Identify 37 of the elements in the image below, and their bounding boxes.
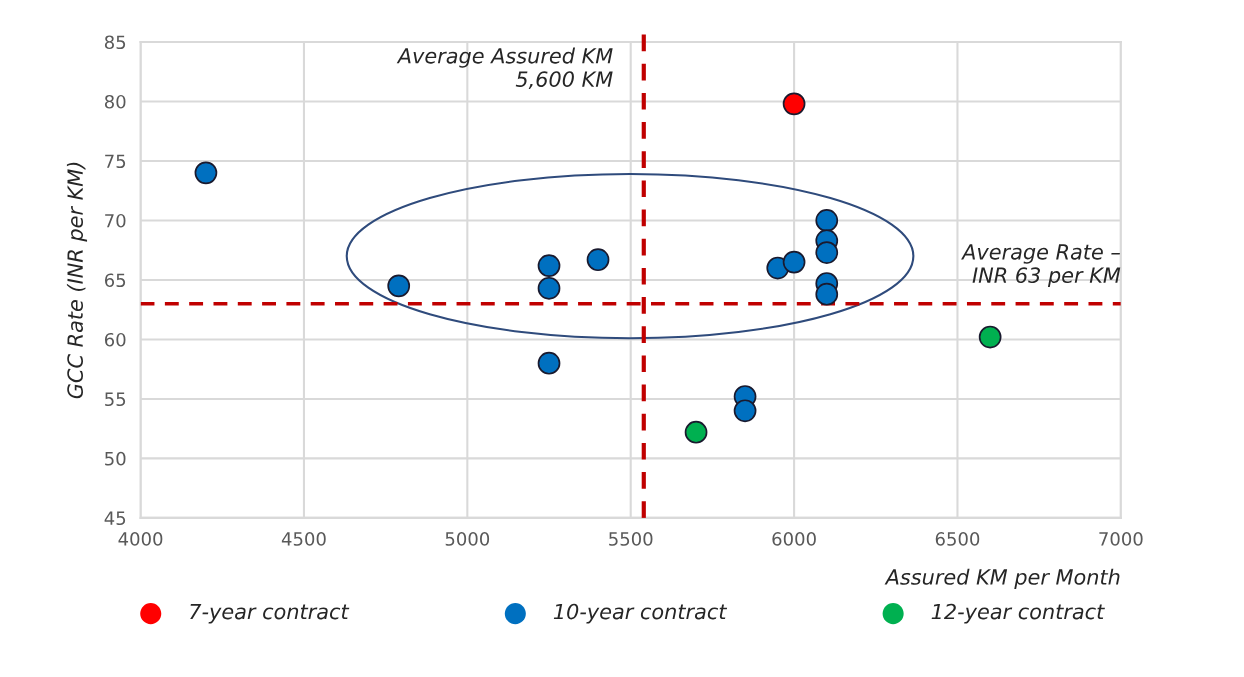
point (684, 420, 708, 444)
point (387, 274, 411, 298)
legend-label: 12-year contract (931, 603, 1105, 624)
y-tick-label: 65 (104, 273, 126, 288)
y-tick-label: 85 (104, 35, 126, 50)
point (537, 276, 561, 300)
ref-line-label: Average Rate – INR 63 per KM (961, 244, 1121, 288)
y-tick-label: 75 (105, 154, 126, 169)
point (194, 161, 218, 185)
x-tick-label: 5000 (445, 532, 490, 546)
x-tick-label: 7000 (1099, 532, 1143, 546)
point (978, 325, 1002, 349)
legend-label: 10-year contract (553, 603, 728, 624)
point (586, 248, 610, 272)
point (815, 282, 839, 306)
point (815, 241, 839, 264)
point (537, 254, 561, 278)
point (782, 250, 806, 274)
x-tick-label: 6500 (935, 532, 980, 546)
y-tick-label: 80 (104, 94, 126, 109)
point (733, 399, 757, 423)
x-tick-label: 6000 (772, 532, 816, 546)
y-tick-label: 45 (104, 511, 126, 526)
x-tick-label: 5500 (609, 532, 653, 546)
x-tick-label: 4000 (118, 532, 163, 546)
point (782, 92, 806, 116)
x-tick-label: 4500 (281, 532, 326, 546)
x-axis-title: Assured KM per Month (884, 568, 1120, 589)
point (815, 209, 839, 232)
y-axis-title: GCC Rate (INR per KM) (66, 162, 88, 399)
y-tick-label: 55 (105, 392, 126, 407)
y-tick-label: 50 (105, 451, 126, 466)
y-tick-label: 60 (104, 332, 126, 347)
legend-label: 7-year contract (190, 603, 350, 624)
ref-line-label: Average Assured KM 5,600 KM (396, 47, 613, 90)
point (537, 351, 561, 375)
y-tick-label: 70 (105, 213, 126, 228)
